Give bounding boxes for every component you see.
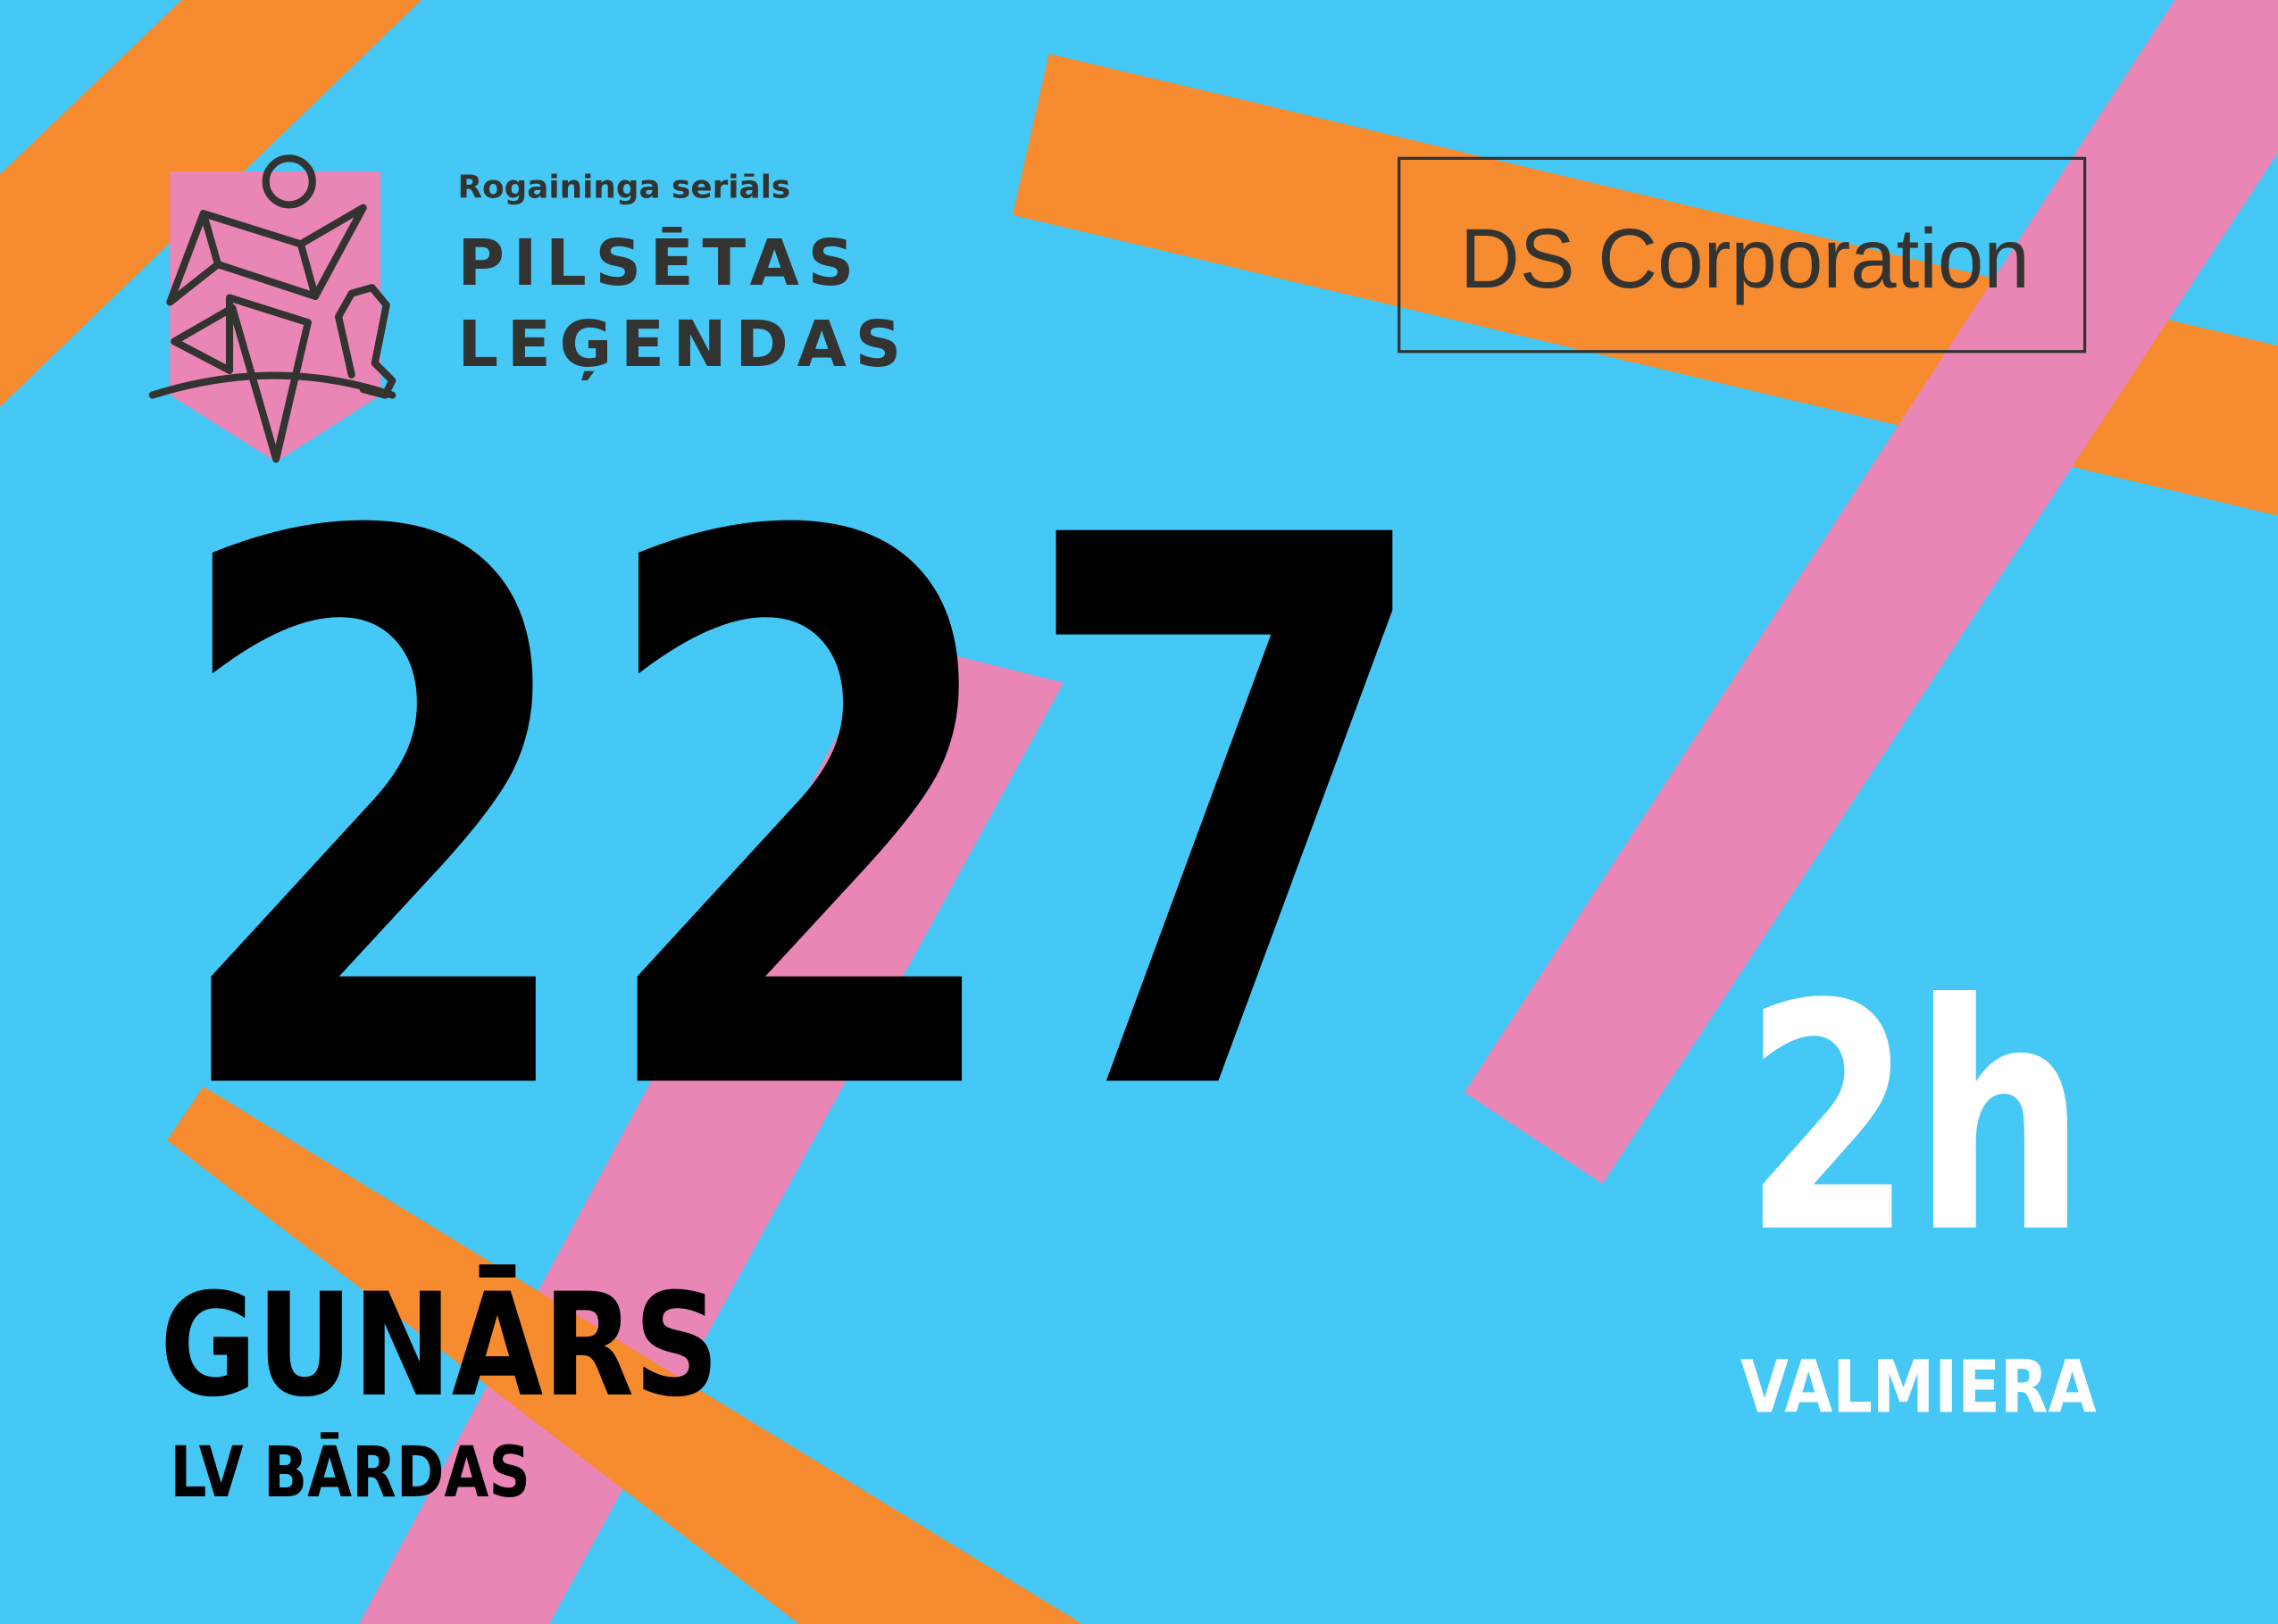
bib-number: 227 [163,379,1441,1259]
sponsor-box [1398,156,2087,354]
logo-series: Rogaininga seriāls [457,169,790,205]
participant-name: GUNĀRS [160,1262,719,1428]
race-city: VALMIERA [1740,1345,2097,1429]
stripe-orange-bottom [167,1087,1083,1624]
stripe-pink-right [1464,0,2278,1185]
map-runner-emblem-icon [148,154,396,463]
logo-title-line1: PILSĒTAS [457,226,862,300]
race-duration: 2h [1743,938,2086,1302]
logo-title-line2: LEĢENDAS [457,307,910,381]
sponsor-name: DS Corporation [1460,212,2030,305]
team-name: LV BĀRDAS [170,1432,530,1513]
